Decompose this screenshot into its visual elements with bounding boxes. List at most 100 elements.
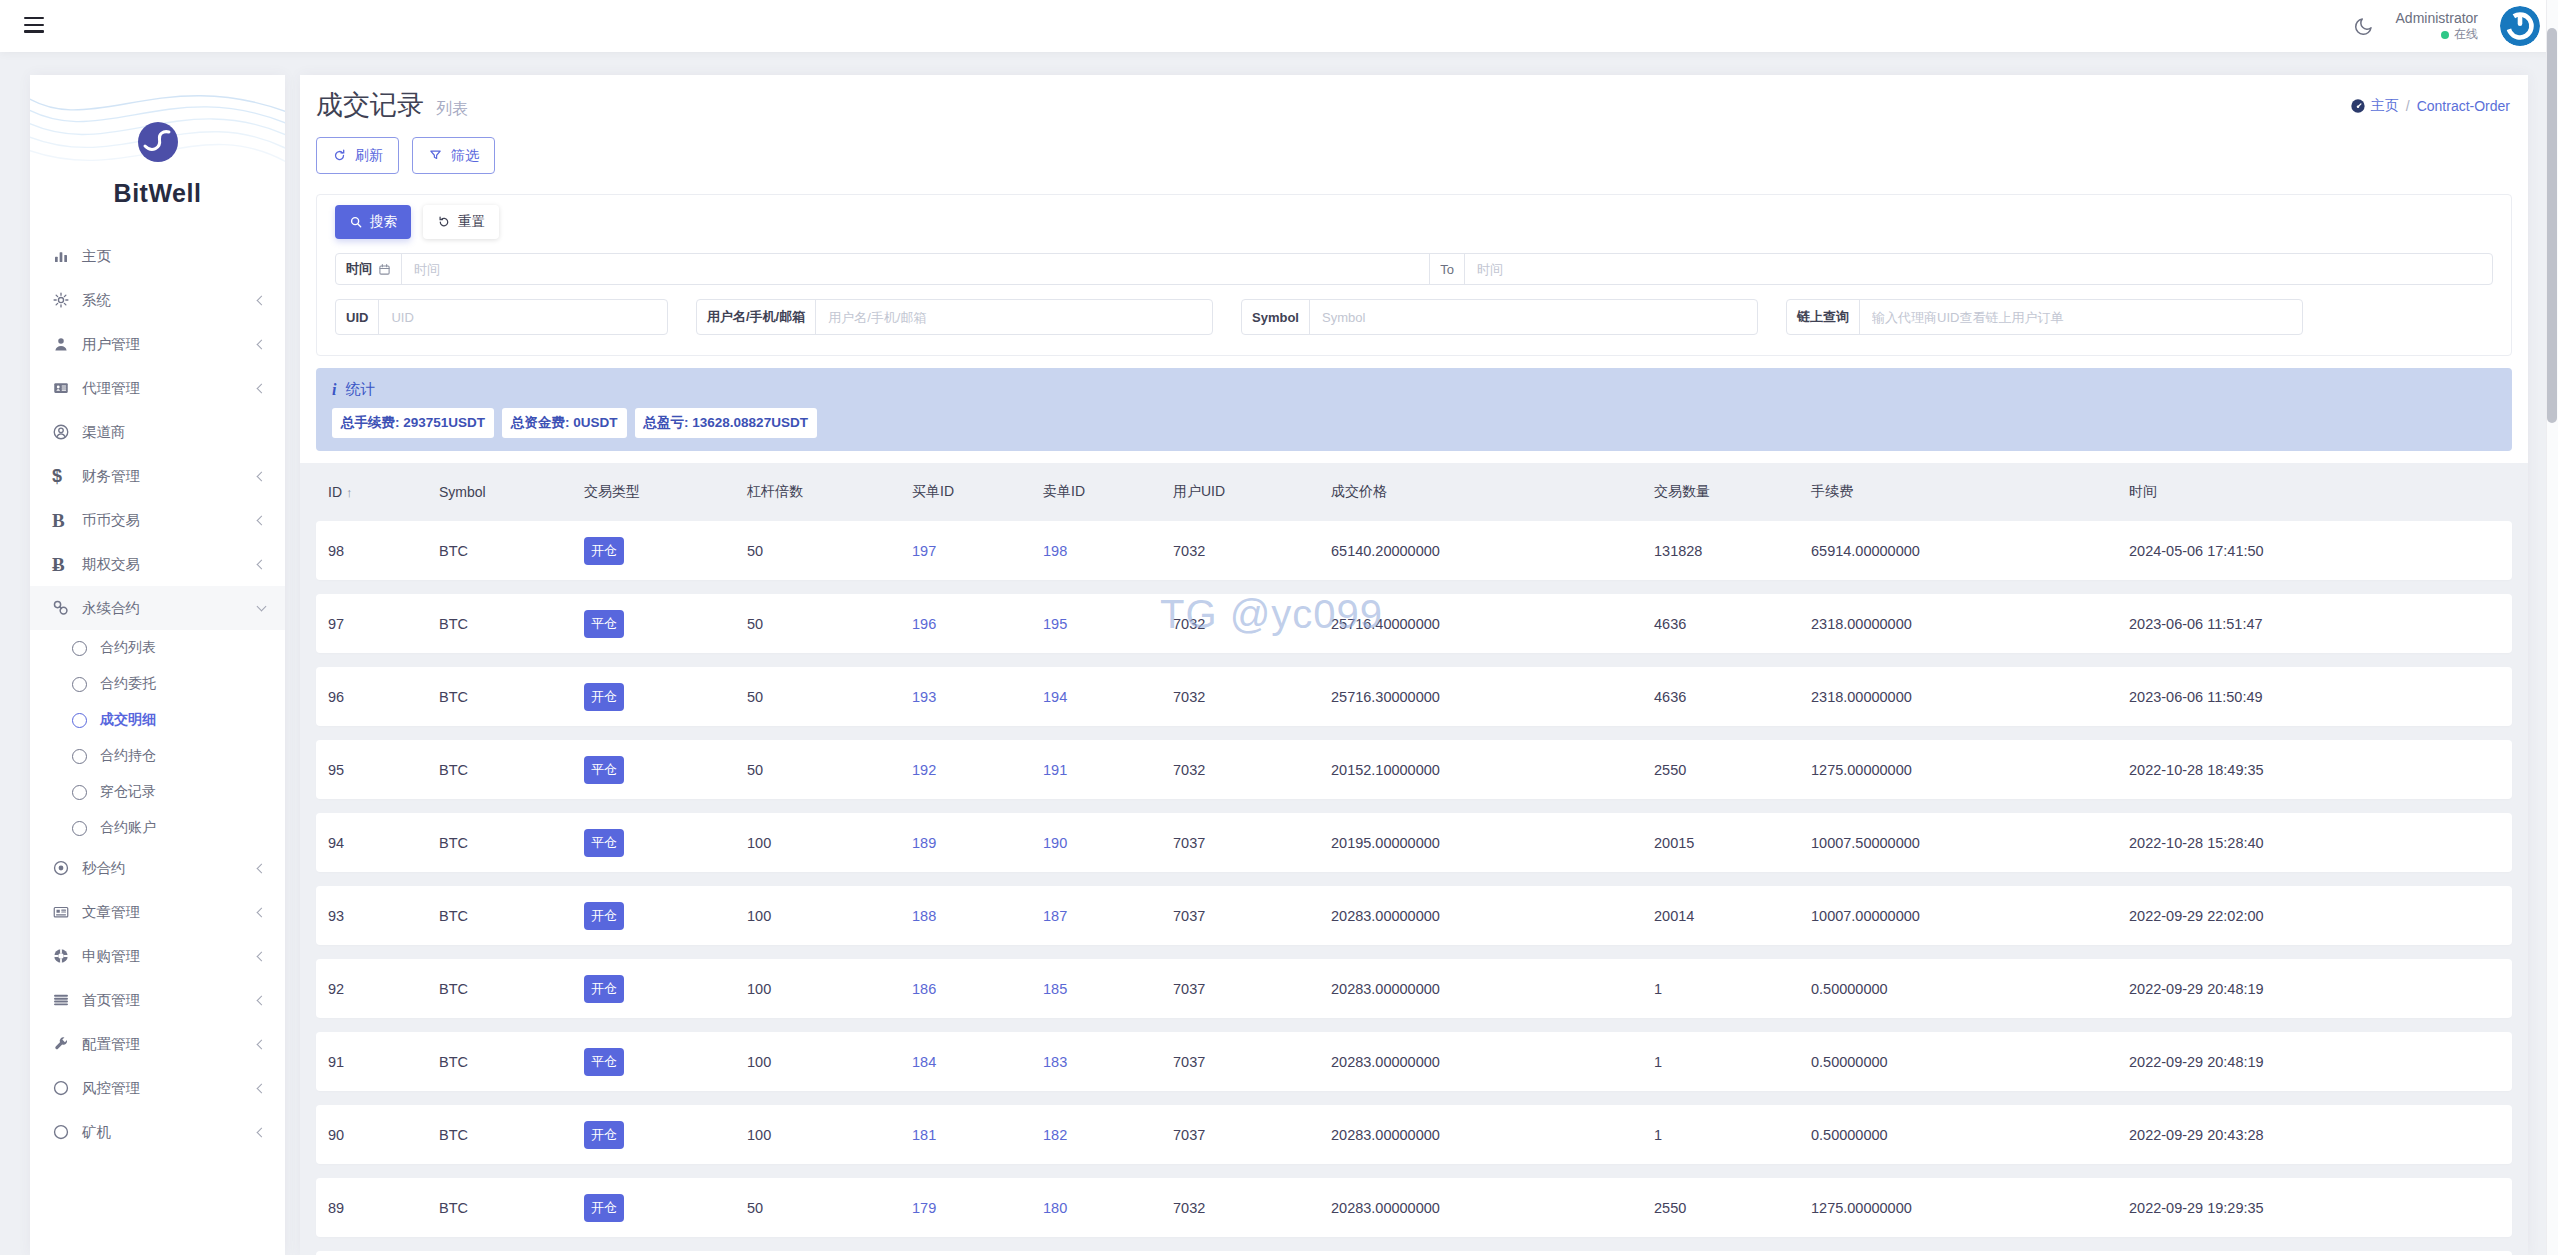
order-id-link[interactable]: 189 — [912, 835, 936, 851]
sidebar-item-second-contract[interactable]: 秒合约 — [30, 846, 285, 890]
id-cell: 91 — [328, 1054, 439, 1070]
sidebar-item-config-management[interactable]: 配置管理 — [30, 1022, 285, 1066]
reset-button[interactable]: 重置 — [423, 205, 499, 239]
column-header[interactable]: 买单ID — [912, 483, 1043, 501]
sell-id-cell: 194 — [1043, 689, 1173, 705]
order-id-link[interactable]: 194 — [1043, 689, 1067, 705]
refresh-button[interactable]: 刷新 — [316, 137, 399, 174]
order-id-link[interactable]: 193 — [912, 689, 936, 705]
dashboard-gauge-icon — [2350, 98, 2366, 114]
time-cell: 2023-06-06 11:50:49 — [2129, 689, 2512, 705]
symbol-input[interactable] — [1310, 300, 1757, 334]
sidebar-subitem-label: 合约持仓 — [100, 747, 156, 765]
sidebar-item-label: 永续合约 — [82, 599, 258, 618]
time-cell: 2022-09-29 19:29:35 — [2129, 1200, 2512, 1216]
column-header[interactable]: 卖单ID — [1043, 483, 1173, 501]
order-id-link[interactable]: 196 — [912, 616, 936, 632]
time-cell: 2022-09-29 20:48:19 — [2129, 1054, 2512, 1070]
sidebar-menu: 主页系统用户管理代理管理渠道商$财务管理B币币交易Ƀ期权交易永续合约合约列表合约… — [30, 234, 285, 1154]
column-header[interactable]: ID↑ — [328, 484, 439, 500]
column-header[interactable]: 手续费 — [1811, 483, 2129, 501]
circle-icon — [52, 1079, 82, 1097]
column-header-label: 用户UID — [1173, 483, 1225, 501]
sidebar-subitem-contract-accounts[interactable]: 合约账户 — [30, 810, 285, 846]
quantity-cell: 1 — [1654, 1054, 1811, 1070]
sidebar-item-homepage-management[interactable]: 首页管理 — [30, 978, 285, 1022]
scrollbar-thumb[interactable] — [2547, 28, 2557, 423]
order-id-link[interactable]: 195 — [1043, 616, 1067, 632]
column-header[interactable]: 交易数量 — [1654, 483, 1811, 501]
brand[interactable]: BitWell — [30, 75, 285, 208]
order-id-link[interactable]: 198 — [1043, 543, 1067, 559]
order-id-link[interactable]: 180 — [1043, 1200, 1067, 1216]
radio-circle-icon — [72, 749, 87, 764]
column-header[interactable]: 用户UID — [1173, 483, 1331, 501]
order-id-link[interactable]: 185 — [1043, 981, 1067, 997]
id-cell: 97 — [328, 616, 439, 632]
table-row: 96BTC开仓50193194703225716.300000004636231… — [316, 667, 2512, 726]
uid-input[interactable] — [379, 300, 667, 334]
sidebar-subitem-liquidation-records[interactable]: 穿仓记录 — [30, 774, 285, 810]
filter-button[interactable]: 筛选 — [412, 137, 495, 174]
search-button[interactable]: 搜索 — [335, 205, 411, 239]
sidebar-item-options-trading[interactable]: Ƀ期权交易 — [30, 542, 285, 586]
order-id-link[interactable]: 181 — [912, 1127, 936, 1143]
sidebar-subitem-trade-details[interactable]: 成交明细 — [30, 702, 285, 738]
sidebar-item-finance-management[interactable]: $财务管理 — [30, 454, 285, 498]
order-id-link[interactable]: 179 — [912, 1200, 936, 1216]
sidebar-item-spot-trading[interactable]: B币币交易 — [30, 498, 285, 542]
order-id-link[interactable]: 192 — [912, 762, 936, 778]
breadcrumb-home-link[interactable]: 主页 — [2350, 97, 2399, 115]
column-header[interactable]: 杠杆倍数 — [747, 483, 912, 501]
page-scrollbar[interactable] — [2546, 0, 2558, 1255]
time-to-input[interactable] — [1465, 254, 2492, 284]
sidebar-item-risk-management[interactable]: 风控管理 — [30, 1066, 285, 1110]
column-header[interactable]: 交易类型 — [584, 483, 747, 501]
order-id-link[interactable]: 188 — [912, 908, 936, 924]
radio-circle-icon — [72, 785, 87, 800]
sell-id-cell: 182 — [1043, 1127, 1173, 1143]
sidebar-subitem-contract-orders[interactable]: 合约委托 — [30, 666, 285, 702]
uid-group: UID — [335, 299, 668, 335]
buy-id-cell: 193 — [912, 689, 1043, 705]
order-id-link[interactable]: 197 — [912, 543, 936, 559]
sidebar-subitem-contract-positions[interactable]: 合约持仓 — [30, 738, 285, 774]
sidebar-item-agent-management[interactable]: 代理管理 — [30, 366, 285, 410]
order-id-link[interactable]: 191 — [1043, 762, 1067, 778]
fee-cell: 65914.00000000 — [1811, 543, 2129, 559]
sidebar-item-system[interactable]: 系统 — [30, 278, 285, 322]
time-from-input[interactable] — [402, 254, 1429, 284]
column-header[interactable]: 成交价格 — [1331, 483, 1654, 501]
order-id-link[interactable]: 186 — [912, 981, 936, 997]
sidebar-subitem-contract-list[interactable]: 合约列表 — [30, 630, 285, 666]
sell-id-cell: 187 — [1043, 908, 1173, 924]
order-id-link[interactable]: 183 — [1043, 1054, 1067, 1070]
dark-mode-moon-icon[interactable] — [2353, 16, 2374, 37]
search-fields-row: UID用户名/手机/邮箱Symbol链上查询 — [335, 299, 2493, 335]
sidebar-item-perpetual-contract[interactable]: 永续合约 — [30, 586, 285, 630]
order-id-link[interactable]: 182 — [1043, 1127, 1067, 1143]
sidebar-item-user-management[interactable]: 用户管理 — [30, 322, 285, 366]
circle-icon — [52, 1123, 82, 1141]
leverage-cell: 100 — [747, 981, 912, 997]
order-id-link[interactable]: 187 — [1043, 908, 1067, 924]
sell-id-cell: 185 — [1043, 981, 1173, 997]
chain-query-input[interactable] — [1860, 300, 2302, 334]
order-id-link[interactable]: 190 — [1043, 835, 1067, 851]
order-id-link[interactable]: 184 — [912, 1054, 936, 1070]
sidebar-item-article-management[interactable]: 文章管理 — [30, 890, 285, 934]
leverage-cell: 100 — [747, 1054, 912, 1070]
chevron-left-icon — [257, 295, 267, 305]
avatar[interactable] — [2500, 6, 2540, 46]
hamburger-menu-icon[interactable] — [24, 17, 44, 37]
username-input[interactable] — [816, 300, 1212, 334]
sidebar-item-channel-provider[interactable]: 渠道商 — [30, 410, 285, 454]
sidebar-item-miner[interactable]: 矿机 — [30, 1110, 285, 1154]
sidebar-item-subscription-management[interactable]: 申购管理 — [30, 934, 285, 978]
column-header[interactable]: Symbol — [439, 484, 584, 500]
username-group: 用户名/手机/邮箱 — [696, 299, 1213, 335]
sidebar-item-home[interactable]: 主页 — [30, 234, 285, 278]
user-info[interactable]: Administrator 在线 — [2396, 10, 2478, 43]
breadcrumb-current-link[interactable]: Contract-Order — [2417, 98, 2510, 114]
column-header[interactable]: 时间 — [2129, 483, 2512, 501]
